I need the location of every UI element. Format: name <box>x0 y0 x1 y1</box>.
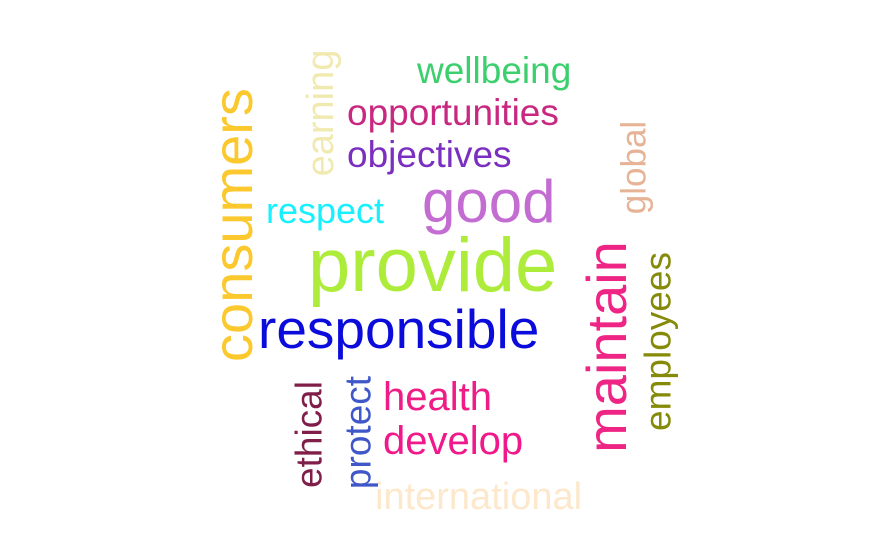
word-good: good <box>422 168 556 235</box>
word-opportunities: opportunities <box>347 92 559 133</box>
word-international: international <box>375 476 583 518</box>
word-protect: protect <box>337 375 379 490</box>
word-develop: develop <box>383 419 524 463</box>
word-health: health <box>383 375 492 419</box>
word-respect: respect <box>266 190 385 231</box>
word-maintain: maintain <box>575 241 638 453</box>
word-wellbeing: wellbeing <box>417 50 572 91</box>
word-objectives: objectives <box>347 134 512 175</box>
word-ethical: ethical <box>288 381 330 488</box>
word-consumers: consumers <box>201 88 264 362</box>
word-employees: employees <box>637 252 679 431</box>
word-provide: provide <box>308 223 558 308</box>
word-earning: earning <box>300 49 342 177</box>
word-responsible: responsible <box>258 298 540 360</box>
